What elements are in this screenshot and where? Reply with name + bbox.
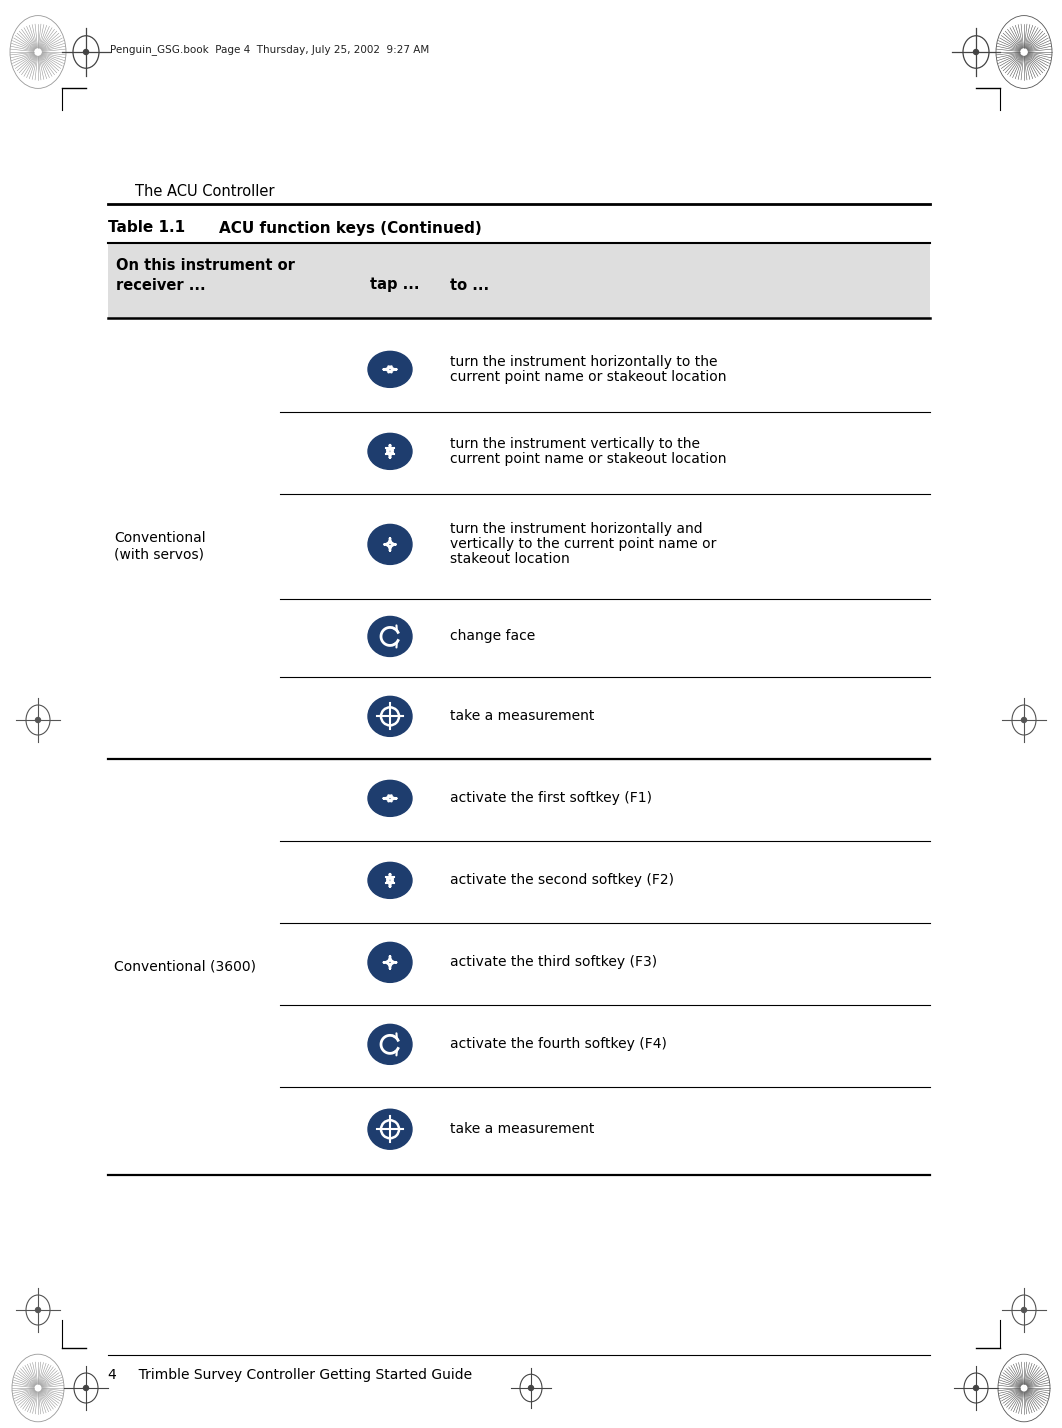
- Text: The ACU Controller: The ACU Controller: [135, 184, 274, 200]
- Circle shape: [35, 1308, 40, 1312]
- Ellipse shape: [369, 433, 412, 470]
- Text: activate the fourth softkey (F4): activate the fourth softkey (F4): [450, 1037, 667, 1051]
- Circle shape: [84, 1385, 88, 1391]
- Text: current point name or stakeout location: current point name or stakeout location: [450, 370, 726, 384]
- Text: take a measurement: take a measurement: [450, 1122, 595, 1137]
- Text: Table 1.1: Table 1.1: [108, 220, 185, 236]
- Text: 4     Trimble Survey Controller Getting Started Guide: 4 Trimble Survey Controller Getting Star…: [108, 1368, 473, 1382]
- Circle shape: [1022, 717, 1027, 723]
- Text: activate the third softkey (F3): activate the third softkey (F3): [450, 955, 657, 970]
- Text: take a measurement: take a measurement: [450, 710, 595, 724]
- Text: turn the instrument horizontally to the: turn the instrument horizontally to the: [450, 356, 718, 368]
- Circle shape: [974, 1385, 978, 1391]
- Text: receiver ...: receiver ...: [116, 277, 206, 293]
- Text: turn the instrument horizontally and: turn the instrument horizontally and: [450, 523, 703, 537]
- Text: turn the instrument vertically to the: turn the instrument vertically to the: [450, 437, 700, 451]
- Ellipse shape: [369, 863, 412, 898]
- Text: Penguin_GSG.book  Page 4  Thursday, July 25, 2002  9:27 AM: Penguin_GSG.book Page 4 Thursday, July 2…: [110, 44, 429, 56]
- Text: change face: change face: [450, 630, 535, 644]
- Ellipse shape: [369, 351, 412, 387]
- Text: current point name or stakeout location: current point name or stakeout location: [450, 451, 726, 466]
- Text: activate the first softkey (F1): activate the first softkey (F1): [450, 791, 652, 805]
- Ellipse shape: [369, 697, 412, 737]
- Text: On this instrument or: On this instrument or: [116, 257, 295, 273]
- Ellipse shape: [369, 1110, 412, 1150]
- Ellipse shape: [369, 524, 412, 564]
- Text: Conventional: Conventional: [114, 530, 206, 544]
- Circle shape: [84, 50, 88, 54]
- Circle shape: [1022, 1308, 1027, 1312]
- Text: stakeout location: stakeout location: [450, 553, 569, 567]
- Text: vertically to the current point name or: vertically to the current point name or: [450, 537, 717, 551]
- Text: activate the second softkey (F2): activate the second softkey (F2): [450, 874, 674, 887]
- Text: Conventional (3600): Conventional (3600): [114, 960, 256, 974]
- Text: ACU function keys (Continued): ACU function keys (Continued): [198, 220, 482, 236]
- Ellipse shape: [369, 1024, 412, 1064]
- Text: (with servos): (with servos): [114, 547, 204, 561]
- Ellipse shape: [369, 942, 412, 982]
- Circle shape: [974, 50, 978, 54]
- FancyBboxPatch shape: [108, 243, 930, 318]
- Ellipse shape: [369, 617, 412, 657]
- Text: tap ...: tap ...: [370, 277, 419, 293]
- Circle shape: [529, 1385, 533, 1391]
- Circle shape: [35, 717, 40, 723]
- Text: to ...: to ...: [450, 277, 490, 293]
- Ellipse shape: [369, 780, 412, 817]
